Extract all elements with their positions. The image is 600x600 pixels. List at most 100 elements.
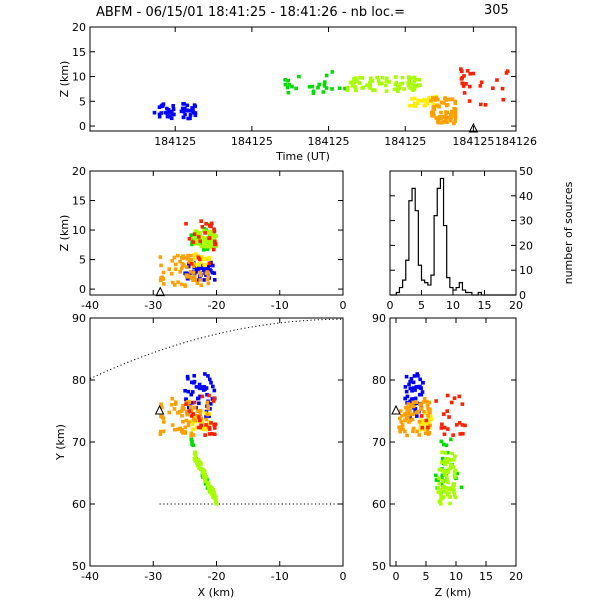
yellow-green-source-xy <box>203 478 208 483</box>
yellow-green-source-time-height <box>345 85 350 90</box>
blue-source-xy <box>206 374 210 378</box>
blue-source-xz <box>196 278 200 282</box>
orange-source-xy <box>206 404 210 409</box>
time-height-plot-frame <box>89 26 517 132</box>
yellow-green-source-xz <box>207 232 212 236</box>
xz-y-label: Z (km) <box>58 215 71 252</box>
yellow-green-source-time-height <box>384 76 389 81</box>
yellow-green-source-time-height <box>402 87 406 91</box>
blue-source-zy <box>415 414 419 418</box>
xy-x-label: X (km) <box>198 586 235 599</box>
orange-source-xz <box>199 283 204 288</box>
yellow-green-source-time-height <box>417 77 421 82</box>
yellow-green-source-xy <box>201 472 206 477</box>
orange-source-zy <box>397 425 401 430</box>
orange-source-zy <box>405 414 410 419</box>
green-source-zy <box>459 485 464 490</box>
yellow-source-xy <box>200 419 204 424</box>
green-source-time-height <box>343 86 347 91</box>
orange-source-zy <box>414 410 419 415</box>
green-source-zy <box>442 442 446 447</box>
yellow-green-source-xy <box>197 462 202 466</box>
orange-source-xz <box>193 278 198 283</box>
orange-source-xz <box>198 278 203 282</box>
orange-source-zy <box>416 409 421 414</box>
yellow-green-source-xy <box>205 480 210 485</box>
station-marker-xy <box>154 404 165 415</box>
orange-source-xz <box>187 274 191 279</box>
orange-source-zy <box>411 426 416 431</box>
orange-source-time-height <box>445 110 450 115</box>
blue-source-zy <box>410 397 414 401</box>
yellow-source-xz <box>193 256 197 260</box>
zy-ytick-label: 90 <box>372 312 386 325</box>
histogram-ytick-label: 40 <box>519 190 533 203</box>
orange-source-xy <box>198 412 203 417</box>
red-source-xz <box>196 235 201 239</box>
red-source-zy <box>446 427 450 431</box>
orange-source-xz <box>185 265 189 270</box>
yellow-green-source-zy <box>439 493 443 498</box>
green-source-time-height <box>337 86 342 91</box>
histogram-xtick-label: 20 <box>509 299 523 312</box>
orange-source-xz <box>206 275 211 279</box>
blue-source-xy <box>186 389 191 394</box>
xz-ytick-label: 20 <box>72 165 86 178</box>
orange-source-xy <box>185 411 189 416</box>
blue-source-time-height <box>187 109 191 113</box>
blue-source-time-height <box>182 109 186 114</box>
orange-source-xy <box>189 433 194 438</box>
orange-source-zy <box>426 407 430 411</box>
xz-ytick-label: 0 <box>79 283 86 296</box>
orange-source-time-height <box>433 98 438 102</box>
yellow-source-xz <box>190 260 194 264</box>
red-source-xy <box>191 412 196 416</box>
xz-xtick-label: 0 <box>340 299 347 312</box>
yellow-green-source-xz <box>195 230 200 234</box>
orange-source-zy <box>398 429 402 434</box>
blue-source-xy <box>190 390 195 394</box>
orange-source-time-height <box>444 98 448 102</box>
red-source-time-height <box>500 86 505 91</box>
yellow-source-xz <box>195 262 200 267</box>
orange-source-xz <box>172 255 177 260</box>
red-source-xy <box>204 423 208 427</box>
zy-xtick-label: 0 <box>393 570 400 583</box>
blue-source-zy <box>416 373 420 378</box>
blue-source-xy <box>203 372 207 376</box>
orange-source-xy <box>162 420 166 424</box>
red-source-xz <box>209 224 213 229</box>
blue-source-time-height <box>185 103 190 108</box>
yellow-green-source-zy <box>440 468 445 472</box>
blue-source-time-height <box>186 116 190 121</box>
red-source-xz <box>191 240 196 244</box>
yellow-green-source-zy <box>452 487 456 492</box>
red-source-xz <box>207 261 212 266</box>
green-source-zy <box>440 475 444 480</box>
orange-source-xy <box>192 405 197 410</box>
histogram-xtick-label: 10 <box>446 299 460 312</box>
orange-source-zy <box>427 400 432 405</box>
yellow-source-xz <box>202 262 206 267</box>
blue-source-xz <box>206 266 211 271</box>
red-source-xz <box>198 239 202 243</box>
orange-source-xz <box>162 282 166 286</box>
red-source-zy <box>447 415 451 419</box>
orange-source-time-height <box>453 113 457 118</box>
yellow-green-source-time-height <box>397 84 402 89</box>
orange-source-xy <box>186 423 191 428</box>
red-source-time-height <box>468 72 473 76</box>
yellow-green-source-time-height <box>368 86 372 90</box>
blue-source-xz <box>199 266 204 270</box>
red-source-xz <box>196 255 201 260</box>
xy-ytick-label: 90 <box>72 312 86 325</box>
orange-source-xy <box>187 420 191 424</box>
zy-x-label: Z (km) <box>435 586 472 599</box>
yellow-green-source-xy <box>197 465 202 469</box>
orange-source-xz <box>189 257 194 262</box>
blue-source-time-height <box>163 110 168 115</box>
orange-source-xz <box>170 258 175 263</box>
yellow-source-xy <box>193 415 197 420</box>
orange-source-zy <box>398 409 403 413</box>
orange-source-xz <box>185 256 190 261</box>
